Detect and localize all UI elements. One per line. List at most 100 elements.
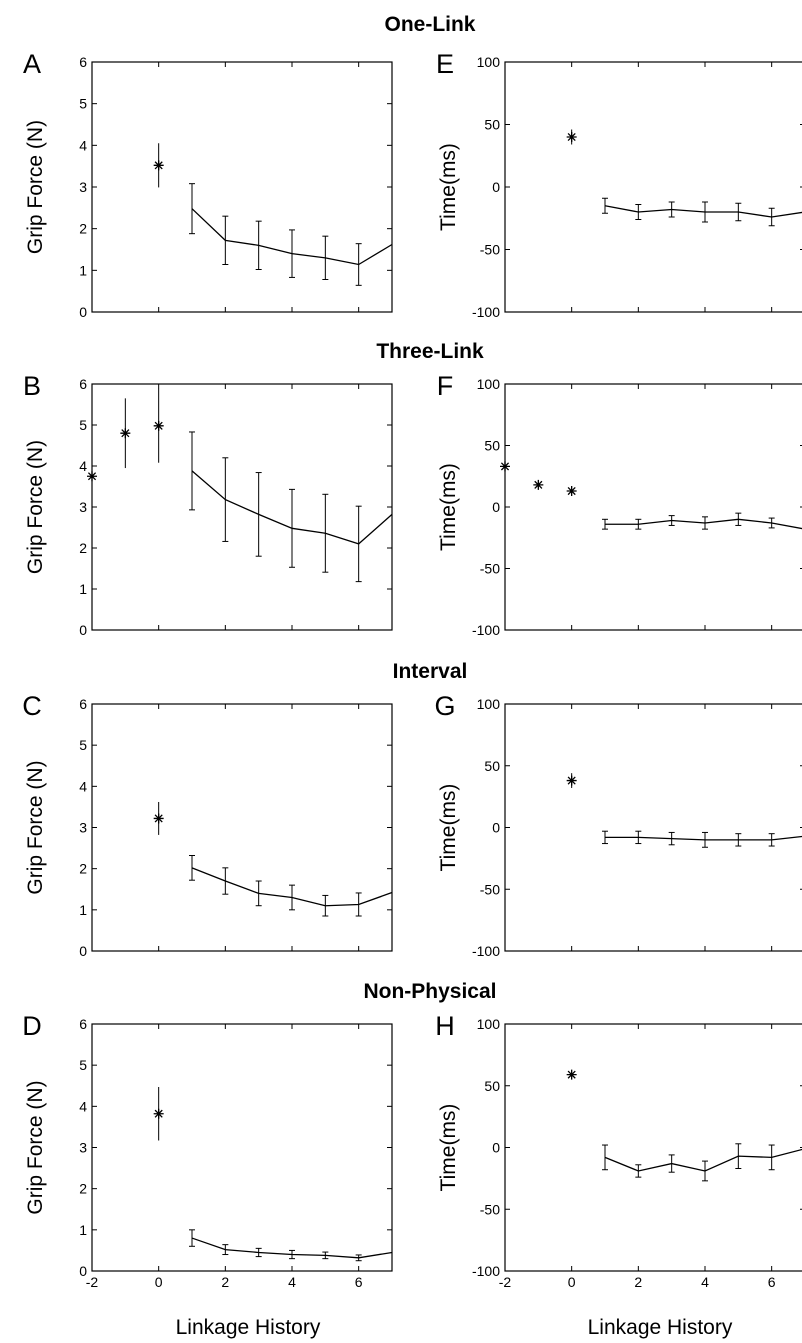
y-tick-label: 6 xyxy=(79,54,87,70)
y-tick-label: 6 xyxy=(79,376,87,392)
y-tick-label: 4 xyxy=(79,778,87,794)
y-tick-label: 4 xyxy=(79,1098,87,1114)
row-title-three-link: Three-Link xyxy=(376,340,484,363)
x-tick-label: 6 xyxy=(768,1274,776,1290)
plot-frame xyxy=(504,61,802,313)
panel-letter: C xyxy=(22,691,42,721)
panel-letter: H xyxy=(435,1011,455,1041)
plot-frame xyxy=(504,703,802,952)
y-tick-label: -100 xyxy=(472,622,500,638)
asterisk-marker xyxy=(566,775,577,786)
y-tick-label: 6 xyxy=(79,696,87,712)
y-tick-label: 4 xyxy=(79,458,87,474)
y-tick-label: 100 xyxy=(477,54,501,70)
plot-frame xyxy=(504,383,802,631)
row-title-non-physical: Non-Physical xyxy=(363,980,496,1003)
y-axis-label: Grip Force (N) xyxy=(24,120,47,254)
y-tick-label: 50 xyxy=(484,438,500,454)
y-tick-label: 3 xyxy=(79,499,87,515)
asterisk-marker xyxy=(566,132,577,142)
y-tick-label: 4 xyxy=(79,137,87,153)
asterisk-marker xyxy=(566,486,577,497)
y-tick-label: 1 xyxy=(79,1222,87,1238)
x-tick-label: 0 xyxy=(155,1274,163,1290)
plot-frame xyxy=(91,1023,393,1272)
y-tick-label: 100 xyxy=(477,1016,501,1032)
y-axis-label: Grip Force (N) xyxy=(24,760,47,894)
y-tick-label: 3 xyxy=(79,820,87,836)
y-tick-label: 0 xyxy=(79,622,87,638)
panel-letter: E xyxy=(436,49,454,79)
y-tick-label: 3 xyxy=(79,179,87,195)
y-tick-label: -50 xyxy=(480,561,500,577)
series-line xyxy=(605,835,802,841)
y-axis-label: Grip Force (N) xyxy=(24,440,47,574)
y-tick-label: 5 xyxy=(79,417,87,433)
y-tick-label: 0 xyxy=(79,304,87,320)
y-tick-label: 1 xyxy=(79,262,87,278)
panel-letter: D xyxy=(22,1011,42,1041)
x-tick-label: 2 xyxy=(221,1274,229,1290)
y-tick-label: -50 xyxy=(480,242,500,258)
asterisk-marker xyxy=(500,461,510,472)
x-tick-label: 6 xyxy=(355,1274,363,1290)
asterisk-marker xyxy=(153,1108,164,1119)
panel-e: E Time(ms) -100 -50 0 50 100 xyxy=(436,49,802,320)
y-axis-label: Time(ms) xyxy=(437,143,460,231)
panel-g: G Time(ms) -100 -50 0 50 100 xyxy=(434,691,802,959)
plot-frame xyxy=(91,703,393,952)
y-tick-label: 0 xyxy=(492,179,500,195)
panel-letter: G xyxy=(434,691,455,721)
y-tick-label: 100 xyxy=(477,376,501,392)
y-tick-label: 0 xyxy=(79,943,87,959)
asterisk-marker xyxy=(153,813,164,824)
panel-letter: F xyxy=(437,371,454,401)
y-tick-label: 1 xyxy=(79,902,87,918)
x-tick-label: 4 xyxy=(701,1274,709,1290)
y-tick-label: 2 xyxy=(79,540,87,556)
y-tick-label: 5 xyxy=(79,96,87,112)
y-tick-label: 5 xyxy=(79,1057,87,1073)
y-tick-label: 50 xyxy=(484,1078,500,1094)
asterisk-marker xyxy=(153,160,164,171)
asterisk-marker xyxy=(533,479,544,490)
y-tick-label: -50 xyxy=(480,881,500,897)
y-tick-label: 100 xyxy=(477,696,501,712)
y-tick-label: 0 xyxy=(492,820,500,836)
x-tick-label: -2 xyxy=(499,1274,512,1290)
y-tick-label: -100 xyxy=(472,304,500,320)
y-tick-label: 2 xyxy=(79,1181,87,1197)
panel-letter: B xyxy=(23,371,41,401)
y-tick-label: 6 xyxy=(79,1016,87,1032)
x-axis-label-right: Linkage History xyxy=(588,1316,733,1339)
x-tick-label: 0 xyxy=(568,1274,576,1290)
panels: A Grip Force (N) 0 1 2 3 4 5 6 E Time(ms) -100 -50 0 5… xyxy=(22,49,802,1290)
plot-frame xyxy=(91,61,393,313)
panel-h: H Time(ms) -100 -50 0 50 100 -2 0 2 4 6 xyxy=(435,1011,802,1290)
y-tick-label: 2 xyxy=(79,221,87,237)
y-tick-label: 50 xyxy=(484,117,500,133)
y-tick-label: 50 xyxy=(484,758,500,774)
series-line xyxy=(604,205,802,218)
row-title-interval: Interval xyxy=(393,660,468,683)
panel-c: C Grip Force (N) 0 1 2 3 4 5 6 xyxy=(22,691,393,959)
panel-f: F Time(ms) -100 -50 0 50 100 xyxy=(437,371,802,638)
y-tick-label: 0 xyxy=(492,499,500,515)
asterisk-marker xyxy=(87,471,97,482)
plot-frame xyxy=(504,1023,802,1272)
panel-letter: A xyxy=(23,49,41,79)
panel-b: B Grip Force (N) 0 1 2 3 4 5 6 xyxy=(23,371,393,638)
x-tick-label: 4 xyxy=(288,1274,296,1290)
y-tick-label: 5 xyxy=(79,737,87,753)
asterisk-marker xyxy=(566,1069,577,1080)
x-tick-label: 2 xyxy=(634,1274,642,1290)
y-tick-label: 0 xyxy=(492,1140,500,1156)
y-axis-label: Grip Force (N) xyxy=(24,1080,47,1214)
y-tick-label: 2 xyxy=(79,861,87,877)
y-axis-label: Time(ms) xyxy=(437,1104,460,1192)
y-tick-label: 0 xyxy=(79,1263,87,1279)
row-title-one-link: One-Link xyxy=(384,13,475,36)
y-axis-label: Time(ms) xyxy=(437,784,460,872)
